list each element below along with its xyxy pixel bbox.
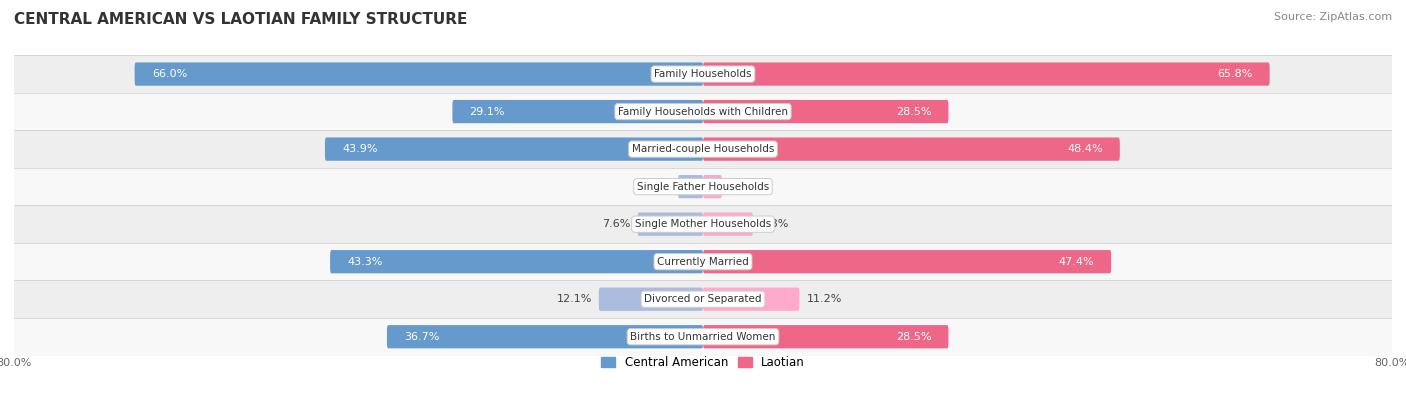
FancyBboxPatch shape bbox=[703, 62, 1270, 86]
Bar bbox=[14, 243, 1392, 280]
Bar bbox=[14, 93, 1392, 130]
Text: 43.3%: 43.3% bbox=[347, 257, 382, 267]
Text: 12.1%: 12.1% bbox=[557, 294, 592, 304]
Text: Single Father Households: Single Father Households bbox=[637, 182, 769, 192]
Bar bbox=[14, 205, 1392, 243]
Bar bbox=[14, 168, 1392, 205]
Text: 29.1%: 29.1% bbox=[470, 107, 505, 117]
FancyBboxPatch shape bbox=[703, 100, 949, 123]
FancyBboxPatch shape bbox=[599, 288, 703, 311]
Text: 5.8%: 5.8% bbox=[759, 219, 789, 229]
Text: Source: ZipAtlas.com: Source: ZipAtlas.com bbox=[1274, 12, 1392, 22]
Text: Married-couple Households: Married-couple Households bbox=[631, 144, 775, 154]
FancyBboxPatch shape bbox=[330, 250, 703, 273]
Text: 28.5%: 28.5% bbox=[896, 332, 931, 342]
FancyBboxPatch shape bbox=[703, 325, 949, 348]
Bar bbox=[14, 55, 1392, 93]
Text: 7.6%: 7.6% bbox=[602, 219, 631, 229]
FancyBboxPatch shape bbox=[453, 100, 703, 123]
FancyBboxPatch shape bbox=[325, 137, 703, 161]
Bar bbox=[14, 280, 1392, 318]
Text: Family Households with Children: Family Households with Children bbox=[619, 107, 787, 117]
FancyBboxPatch shape bbox=[678, 175, 703, 198]
Bar bbox=[14, 318, 1392, 356]
Text: 65.8%: 65.8% bbox=[1218, 69, 1253, 79]
Text: 43.9%: 43.9% bbox=[342, 144, 378, 154]
FancyBboxPatch shape bbox=[703, 213, 754, 236]
Text: 2.9%: 2.9% bbox=[643, 182, 671, 192]
FancyBboxPatch shape bbox=[703, 250, 1111, 273]
Text: Single Mother Households: Single Mother Households bbox=[636, 219, 770, 229]
FancyBboxPatch shape bbox=[703, 175, 721, 198]
FancyBboxPatch shape bbox=[703, 288, 800, 311]
Bar bbox=[14, 130, 1392, 168]
Text: Births to Unmarried Women: Births to Unmarried Women bbox=[630, 332, 776, 342]
FancyBboxPatch shape bbox=[703, 137, 1119, 161]
Legend: Central American, Laotian: Central American, Laotian bbox=[596, 351, 810, 374]
Text: 47.4%: 47.4% bbox=[1059, 257, 1094, 267]
FancyBboxPatch shape bbox=[135, 62, 703, 86]
Text: Currently Married: Currently Married bbox=[657, 257, 749, 267]
Text: 2.2%: 2.2% bbox=[728, 182, 758, 192]
FancyBboxPatch shape bbox=[637, 213, 703, 236]
Text: 11.2%: 11.2% bbox=[807, 294, 842, 304]
FancyBboxPatch shape bbox=[387, 325, 703, 348]
Text: Family Households: Family Households bbox=[654, 69, 752, 79]
Text: CENTRAL AMERICAN VS LAOTIAN FAMILY STRUCTURE: CENTRAL AMERICAN VS LAOTIAN FAMILY STRUC… bbox=[14, 12, 467, 27]
Text: 66.0%: 66.0% bbox=[152, 69, 187, 79]
Text: 48.4%: 48.4% bbox=[1067, 144, 1102, 154]
Text: 28.5%: 28.5% bbox=[896, 107, 931, 117]
Text: 36.7%: 36.7% bbox=[404, 332, 440, 342]
Text: Divorced or Separated: Divorced or Separated bbox=[644, 294, 762, 304]
